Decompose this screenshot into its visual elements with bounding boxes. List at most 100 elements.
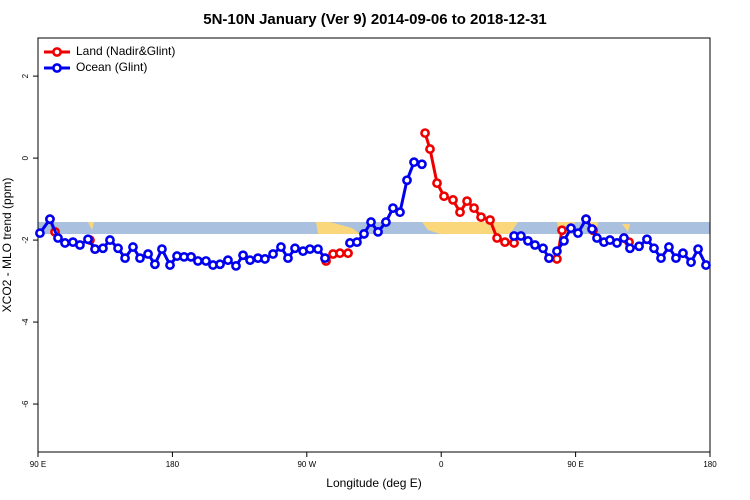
data-point <box>186 251 196 262</box>
data-point <box>538 243 548 254</box>
data-point <box>335 248 345 259</box>
data-point <box>439 191 449 202</box>
data-point <box>566 223 576 234</box>
data-point <box>223 255 233 266</box>
data-point <box>35 228 45 239</box>
x-tick-label: 180 <box>703 460 717 469</box>
data-point <box>552 254 562 264</box>
data-point <box>552 246 562 257</box>
data-point <box>671 253 681 264</box>
data-point <box>245 255 255 266</box>
data-point <box>656 253 666 264</box>
data-point <box>686 257 696 268</box>
data-point <box>559 236 569 246</box>
data-point <box>388 203 398 214</box>
y-tick-label: -4 <box>21 318 30 326</box>
data-point <box>90 244 100 254</box>
land-strip <box>622 224 630 232</box>
plot-frame <box>37 37 711 453</box>
series <box>35 157 711 271</box>
legend-label: Ocean (Glint) <box>76 60 147 74</box>
y-tick-label: -6 <box>21 400 30 408</box>
data-point <box>395 207 405 218</box>
y-tick-label: 0 <box>21 155 30 160</box>
data-point <box>83 234 93 245</box>
data-point <box>448 195 458 205</box>
data-point <box>290 243 300 254</box>
data-point <box>268 249 278 259</box>
data-point <box>642 234 652 245</box>
data-point <box>231 261 241 271</box>
data-point <box>678 248 688 259</box>
data-point <box>320 253 330 264</box>
data-point <box>60 238 70 248</box>
data-point <box>402 175 412 186</box>
legend-label: Land (Nadir&Glint) <box>76 44 175 58</box>
data-point <box>238 250 248 261</box>
data-point <box>417 159 427 170</box>
data-point <box>128 242 138 252</box>
y-tick-label: -2 <box>21 236 30 244</box>
data-point <box>53 233 63 243</box>
data-point <box>462 196 472 207</box>
y-axis-label: XCO2 - MLO trend (ppm) <box>0 178 14 313</box>
data-point <box>587 224 597 234</box>
data-point <box>592 233 602 243</box>
data-point <box>120 253 130 264</box>
data-point <box>193 256 203 266</box>
data-point <box>260 254 270 264</box>
data-point <box>157 244 167 254</box>
data-point <box>409 157 419 168</box>
data-point <box>516 231 526 241</box>
data-point <box>420 128 430 138</box>
data-point <box>201 256 211 266</box>
data-point <box>313 244 323 254</box>
data-point <box>469 203 479 214</box>
data-point <box>75 240 85 250</box>
legend-marker <box>52 47 62 57</box>
data-point <box>544 253 554 264</box>
data-point <box>693 244 703 254</box>
land-strip <box>422 222 518 234</box>
data-point <box>366 217 376 227</box>
data-point <box>432 178 442 189</box>
land-strip <box>88 222 94 230</box>
x-tick-label: 90 W <box>297 460 316 469</box>
x-tick-label: 0 <box>439 460 444 469</box>
data-point <box>701 260 711 270</box>
data-point <box>530 240 540 250</box>
data-point <box>343 248 353 259</box>
data-point <box>581 214 591 225</box>
data-point <box>381 217 391 227</box>
data-point <box>105 235 115 245</box>
data-point <box>523 236 533 246</box>
data-point <box>557 225 567 236</box>
data-point <box>135 253 145 264</box>
data-point <box>634 241 644 252</box>
data-point <box>664 242 674 252</box>
data-point <box>98 243 108 254</box>
data-point <box>455 207 465 218</box>
x-tick-label: 90 E <box>567 460 583 469</box>
x-tick-label: 90 E <box>30 460 46 469</box>
data-point <box>113 243 123 254</box>
data-point <box>612 238 622 248</box>
data-point <box>373 226 383 237</box>
legend-marker <box>52 63 62 73</box>
chart-title: 5N-10N January (Ver 9) 2014-09-06 to 201… <box>203 11 547 28</box>
data-point <box>352 237 362 248</box>
data-point <box>143 249 153 259</box>
data-point <box>150 259 160 270</box>
data-point <box>492 233 502 243</box>
x-axis-label: Longitude (deg E) <box>326 476 421 490</box>
x-tick-label: 180 <box>166 460 180 469</box>
data-point <box>625 243 635 254</box>
data-point <box>45 214 55 225</box>
data-point <box>359 229 369 239</box>
data-point <box>165 260 175 270</box>
land-strip <box>316 222 360 234</box>
y-tick-label: 2 <box>21 73 30 78</box>
data-point <box>215 259 225 270</box>
